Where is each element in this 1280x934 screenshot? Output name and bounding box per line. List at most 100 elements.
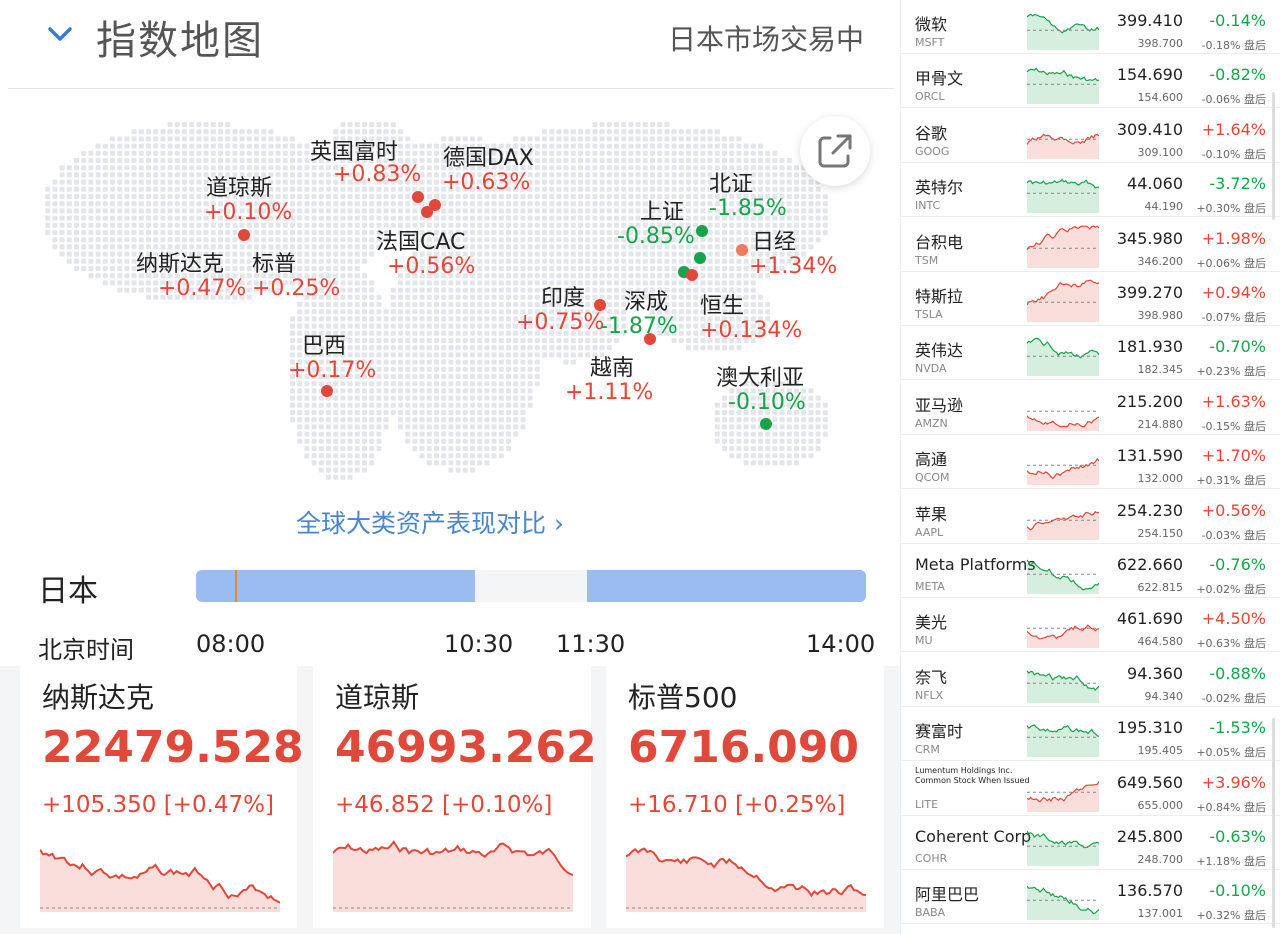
world-map: 道琼斯 +0.10% 纳斯达克 +0.47% 标普 +0.25% 巴西 +0.17% 英国富时 +… [8,100,894,500]
map-marker-label[interactable]: 法国CAC [376,230,466,255]
map-marker-label[interactable]: 深成 [624,290,669,315]
stock-name: Coherent Corp [915,827,1032,846]
stock-row[interactable]: 奈飞 NFLX 94.360 -0.88% 94.340 -0.02% 盘后 [901,653,1280,707]
map-marker-dot[interactable] [760,418,772,430]
map-marker-dot[interactable] [321,385,333,397]
stock-row[interactable]: Coherent Corp COHR 245.800 -0.63% 248.700 +1.… [901,816,1280,870]
stock-name: Lumentum Holdings Inc. Common Stock When… [915,765,1030,785]
stock-row[interactable]: 微软 MSFT 399.410 -0.14% 398.700 -0.18% 盘后 [901,0,1280,54]
index-name: 纳斯达克 [42,681,155,714]
map-marker-value[interactable]: +0.75% [516,310,605,335]
divider [8,88,894,89]
stock-ticker: ORCL [915,90,945,104]
stock-row[interactable]: 特斯拉 TSLA 399.270 +0.94% 398.980 -0.07% 盘后 [901,272,1280,326]
map-marker-value[interactable]: +0.17% [288,358,377,383]
stock-change-pct: -3.72% [1209,174,1266,194]
stock-row[interactable]: 赛富时 CRM 195.310 -1.53% 195.405 +0.05% 盘后 [901,707,1280,762]
scrollbar-lower[interactable] [1272,718,1275,928]
session-times: 北京时间 08:00 10:30 11:30 14:00 [0,630,900,666]
stock-row[interactable]: 亚马逊 AMZN 215.200 +1.63% 214.880 -0.15% 盘后 [901,381,1280,435]
map-marker-dot[interactable] [736,244,748,256]
stock-price: 245.800 [1116,827,1183,846]
map-marker-label[interactable]: 英国富时 [310,140,399,165]
stock-price: 254.230 [1116,500,1183,520]
index-card-sp500[interactable]: 标普500 6716.090 +16.710 [+0.25%] [606,666,884,928]
stock-name: 微软 [915,15,948,34]
stock-sparkline [1027,670,1099,703]
stock-sparkline [1027,279,1099,322]
map-marker-value[interactable]: +0.10% [204,200,293,225]
map-marker-label[interactable]: 上证 [640,200,685,225]
after-hours-price: 464.580 [1137,635,1184,649]
index-card-nasdaq[interactable]: 纳斯达克 22479.528 +105.350 [+0.47%] [20,666,304,928]
map-marker-dot[interactable] [694,252,706,264]
map-marker-label[interactable]: 印度 [541,286,586,311]
stock-sparkline [1027,886,1099,921]
after-hours-change: +0.23% 盘后 [1196,365,1266,379]
stock-name: 奈飞 [915,667,948,687]
map-marker-value[interactable]: +0.134% [700,318,803,343]
after-hours-change: -0.18% 盘后 [1201,39,1266,52]
map-marker-label[interactable]: 澳大利亚 [716,366,805,391]
stock-change-pct: -0.88% [1209,663,1266,683]
map-marker-label[interactable]: 德国DAX [443,146,534,171]
map-marker-value[interactable]: -1.87% [600,314,678,339]
map-marker-label[interactable]: 日经 [752,230,797,255]
after-hours-price: 94.340 [1144,689,1184,703]
map-marker-value[interactable]: +0.63% [442,170,531,195]
stock-row[interactable]: 谷歌 GOOG 309.410 +1.64% 309.100 -0.10% 盘后 [901,109,1280,163]
map-marker-dot[interactable] [644,333,656,345]
map-marker-value[interactable]: +0.25% [252,276,341,301]
stock-row[interactable]: 英伟达 NVDA 181.930 -0.70% 182.345 +0.23% 盘后 [901,326,1280,381]
map-marker-label[interactable]: 越南 [590,356,635,381]
stock-ticker: BABA [915,906,946,920]
chevron-down-icon[interactable] [44,18,76,50]
stock-change-pct: +0.94% [1201,283,1266,302]
map-marker-value[interactable]: +0.83% [333,162,422,187]
map-marker-label[interactable]: 标普 [252,252,297,277]
stock-row[interactable]: 高通 QCOM 131.590 +1.70% 132.000 +0.31% 盘后 [901,435,1280,490]
map-marker-dot[interactable] [238,229,250,241]
stock-row[interactable]: 美光 MU 461.690 +4.50% 464.580 +0.63% 盘后 [901,598,1280,653]
map-marker-value[interactable]: +0.56% [387,254,476,279]
stock-row[interactable]: Lumentum Holdings Inc. Common Stock When… [901,762,1280,816]
share-button[interactable] [800,116,870,186]
map-marker-value[interactable]: -1.85% [709,196,787,221]
map-marker-dot[interactable] [421,206,433,218]
current-time-marker [235,570,237,602]
stock-sparkline [1027,410,1099,431]
stock-change-pct: +1.64% [1201,119,1266,139]
stock-row[interactable]: 英特尔 INTC 44.060 -3.72% 44.190 +0.30% 盘后 [901,163,1280,218]
map-marker-value[interactable]: -0.10% [728,390,806,415]
stock-row[interactable]: 台积电 TSM 345.980 +1.98% 346.200 +0.06% 盘后 [901,218,1280,272]
scrollbar[interactable] [1272,92,1275,220]
global-assets-link[interactable]: 全球大类资产表现对比 › [296,509,564,538]
map-marker-dot[interactable] [686,269,698,281]
stock-change-pct: -0.70% [1209,337,1266,357]
stock-row[interactable]: 阿里巴巴 BABA 136.570 -0.10% 137.001 +0.32% 盘后 [901,870,1280,925]
after-hours-change: +1.18% 盘后 [1196,855,1266,868]
map-marker-label[interactable]: 北证 [709,172,754,197]
map-marker-label[interactable]: 恒生 [700,294,745,319]
index-sparkline [333,840,573,912]
after-hours-price: 214.880 [1137,417,1184,431]
index-change: +46.852 [+0.10%] [335,792,553,818]
index-card-dow[interactable]: 道琼斯 46993.262 +46.852 [+0.10%] [313,666,597,928]
stock-ticker: META [915,580,945,593]
map-marker-label[interactable]: 道琼斯 [206,176,273,201]
stock-row[interactable]: Meta Platforms META 622.660 -0.76% 622.815 +0… [901,544,1280,598]
map-marker-label[interactable]: 巴西 [302,334,347,359]
stock-ticker: INTC [915,199,941,213]
stock-sparkline [1027,780,1099,812]
map-marker-dot[interactable] [412,191,424,203]
map-marker-value[interactable]: +1.34% [749,254,838,279]
map-marker-dot[interactable] [696,225,708,237]
after-hours-price: 154.600 [1137,91,1184,105]
map-marker-dot[interactable] [594,299,606,311]
stock-row[interactable]: 甲骨文 ORCL 154.690 -0.82% 154.600 -0.06% 盘后 [901,54,1280,109]
map-marker-value[interactable]: -0.85% [617,224,695,249]
map-marker-label[interactable]: 纳斯达克 [136,252,225,277]
map-marker-value[interactable]: +0.47% [158,276,247,301]
stock-row[interactable]: 苹果 AAPL 254.230 +0.56% 254.150 -0.03% 盘后 [901,490,1280,544]
map-marker-value[interactable]: +1.11% [565,380,654,405]
